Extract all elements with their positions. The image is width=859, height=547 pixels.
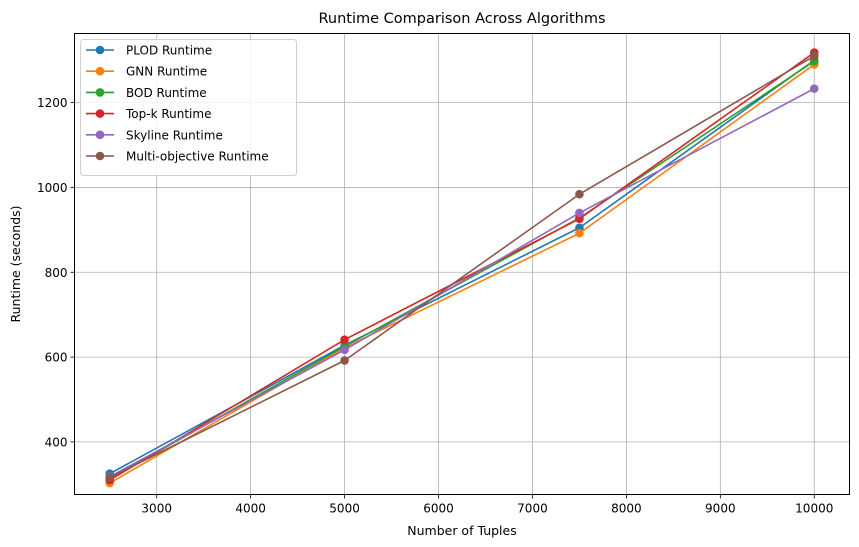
series-line bbox=[109, 87, 815, 478]
x-tick-label: 6000 bbox=[423, 502, 454, 516]
x-axis-title: Number of Tuples bbox=[407, 523, 516, 538]
x-tick-label: 10000 bbox=[795, 502, 833, 516]
x-tick-label: 7000 bbox=[517, 502, 548, 516]
y-axis-title: Runtime (seconds) bbox=[8, 205, 23, 322]
legend-label: BOD Runtime bbox=[126, 86, 207, 100]
x-tick-label: 9000 bbox=[705, 502, 736, 516]
legend-marker bbox=[95, 88, 105, 97]
legend-label: Skyline Runtime bbox=[126, 128, 223, 142]
y-tick-label: 1200 bbox=[37, 96, 68, 110]
data-point bbox=[809, 84, 819, 93]
chart-title: Runtime Comparison Across Algorithms bbox=[318, 11, 605, 27]
data-point bbox=[575, 214, 584, 224]
legend-label: Multi-objective Runtime bbox=[126, 150, 269, 164]
plot-frame bbox=[74, 33, 850, 495]
data-point bbox=[340, 335, 349, 345]
legend-label: PLOD Runtime bbox=[126, 44, 212, 58]
data-point bbox=[575, 208, 584, 218]
legend-marker bbox=[95, 45, 105, 55]
x-tick-label: 4000 bbox=[235, 502, 266, 516]
legend-marker bbox=[95, 130, 105, 140]
legend-label: GNN Runtime bbox=[126, 65, 207, 79]
legend: PLOD Runtime GNN Runtime BOD Runtime Top-k … bbox=[80, 39, 297, 176]
series-line bbox=[109, 63, 815, 484]
data-point bbox=[575, 189, 584, 199]
series-line bbox=[109, 51, 815, 481]
legend-marker bbox=[95, 66, 105, 76]
series-5 bbox=[105, 51, 819, 482]
x-tick-label: 8000 bbox=[611, 502, 642, 516]
x-tick-label: 3000 bbox=[141, 502, 172, 516]
x-axis: 3000 4000 5000 6000 7000 8000 9000 10000 bbox=[141, 494, 833, 516]
y-tick-label: 400 bbox=[45, 435, 68, 449]
data-point bbox=[340, 356, 349, 365]
data-point bbox=[340, 345, 349, 355]
legend-label: Top-k Runtime bbox=[125, 107, 211, 121]
y-tick-label: 1000 bbox=[37, 181, 68, 195]
y-tick-label: 600 bbox=[45, 351, 68, 365]
series-layer bbox=[105, 48, 819, 488]
data-point bbox=[809, 51, 819, 61]
series-line bbox=[109, 55, 815, 479]
legend-marker bbox=[95, 151, 105, 161]
legend-box bbox=[80, 39, 297, 176]
y-axis: 400 600 800 1000 1200 bbox=[37, 96, 75, 449]
x-tick-label: 5000 bbox=[329, 502, 360, 516]
data-point bbox=[575, 228, 584, 238]
grid bbox=[74, 33, 850, 495]
data-point bbox=[105, 473, 115, 482]
y-tick-label: 800 bbox=[45, 266, 68, 280]
legend-marker bbox=[95, 109, 105, 118]
